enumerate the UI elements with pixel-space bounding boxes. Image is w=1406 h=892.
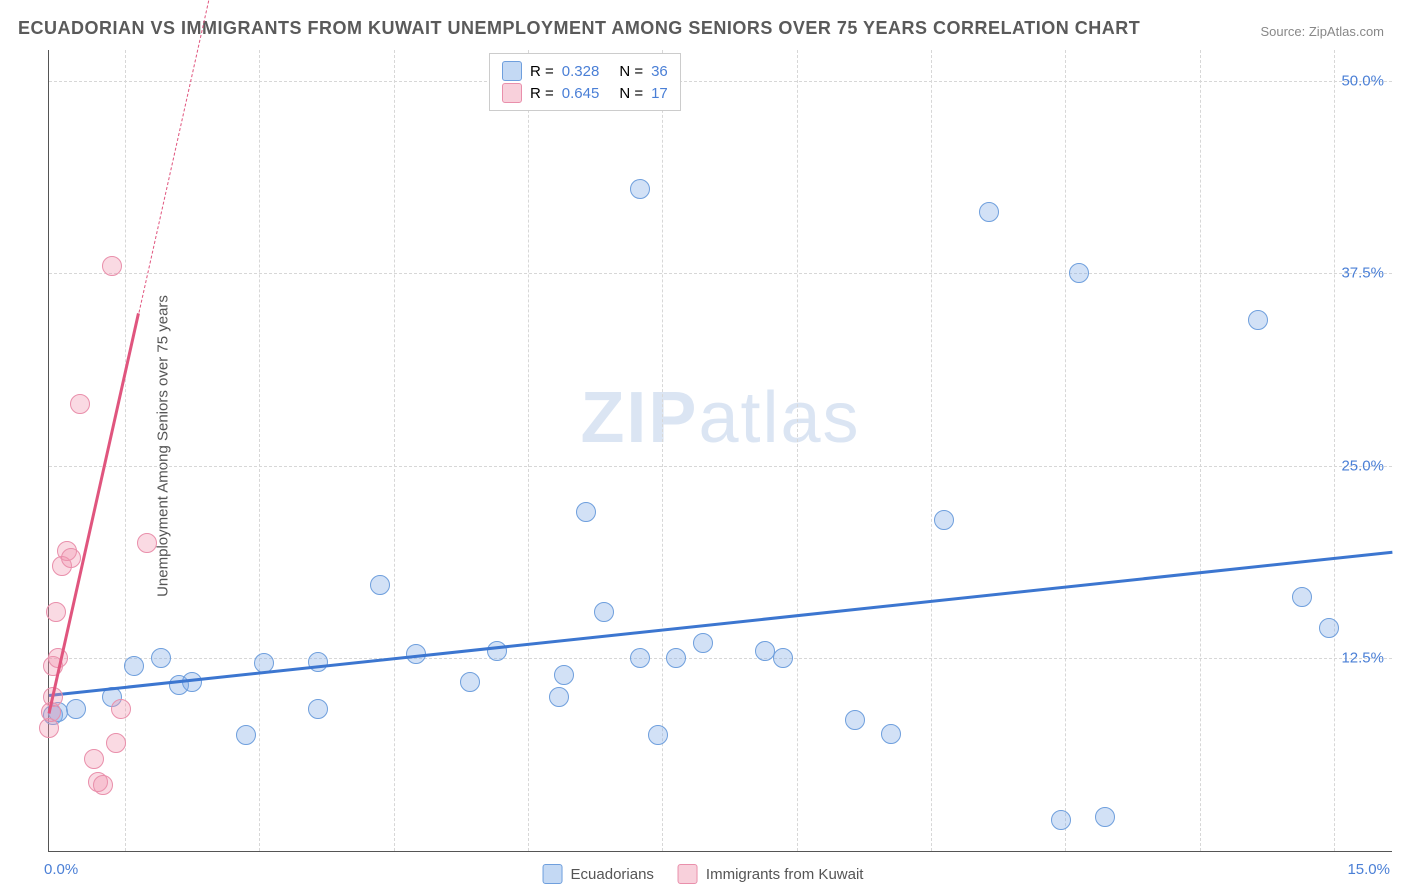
data-point xyxy=(881,724,901,744)
data-point xyxy=(630,179,650,199)
stats-legend-row: R = 0.645 N = 17 xyxy=(502,83,668,103)
data-point xyxy=(693,633,713,653)
gridline-h xyxy=(49,466,1392,467)
r-label: R = xyxy=(530,85,554,102)
y-tick-label: 50.0% xyxy=(1341,72,1384,89)
gridline-v xyxy=(1334,50,1335,851)
chart-title: ECUADORIAN VS IMMIGRANTS FROM KUWAIT UNE… xyxy=(18,18,1140,39)
n-value: 17 xyxy=(651,85,668,102)
data-point xyxy=(308,699,328,719)
gridline-v xyxy=(931,50,932,851)
gridline-v xyxy=(797,50,798,851)
data-point xyxy=(1095,807,1115,827)
r-value: 0.645 xyxy=(562,85,600,102)
data-point xyxy=(124,656,144,676)
data-point xyxy=(102,256,122,276)
r-value: 0.328 xyxy=(562,63,600,80)
data-point xyxy=(648,725,668,745)
data-point xyxy=(66,699,86,719)
n-label: N = xyxy=(619,85,643,102)
gridline-h xyxy=(49,81,1392,82)
legend-swatch xyxy=(678,864,698,884)
data-point xyxy=(1292,587,1312,607)
data-point xyxy=(1319,618,1339,638)
data-point xyxy=(594,602,614,622)
r-label: R = xyxy=(530,63,554,80)
x-axis-max-label: 15.0% xyxy=(1347,861,1390,878)
gridline-v xyxy=(394,50,395,851)
data-point xyxy=(1248,310,1268,330)
trend-line xyxy=(49,551,1392,697)
y-tick-label: 37.5% xyxy=(1341,265,1384,282)
data-point xyxy=(46,602,66,622)
y-tick-label: 25.0% xyxy=(1341,457,1384,474)
data-point xyxy=(773,648,793,668)
x-axis-min-label: 0.0% xyxy=(44,861,78,878)
data-point xyxy=(666,648,686,668)
legend-item: Immigrants from Kuwait xyxy=(678,864,864,884)
gridline-h xyxy=(49,273,1392,274)
data-point xyxy=(61,548,81,568)
gridline-v xyxy=(528,50,529,851)
n-label: N = xyxy=(619,63,643,80)
data-point xyxy=(460,672,480,692)
data-point xyxy=(137,533,157,553)
gridline-h xyxy=(49,658,1392,659)
data-point xyxy=(111,699,131,719)
data-point xyxy=(70,394,90,414)
n-value: 36 xyxy=(651,63,668,80)
data-point xyxy=(84,749,104,769)
gridline-v xyxy=(1200,50,1201,851)
source-attribution: Source: ZipAtlas.com xyxy=(1260,24,1384,39)
data-point xyxy=(487,641,507,661)
data-point xyxy=(549,687,569,707)
data-point xyxy=(630,648,650,668)
data-point xyxy=(370,575,390,595)
data-point xyxy=(845,710,865,730)
data-point xyxy=(93,775,113,795)
legend-swatch xyxy=(543,864,563,884)
legend-label: Ecuadorians xyxy=(571,866,654,883)
stats-legend: R = 0.328 N = 36 R = 0.645 N = 17 xyxy=(489,53,681,111)
gridline-v xyxy=(259,50,260,851)
stats-legend-row: R = 0.328 N = 36 xyxy=(502,61,668,81)
y-tick-label: 12.5% xyxy=(1341,650,1384,667)
data-point xyxy=(151,648,171,668)
data-point xyxy=(236,725,256,745)
data-point xyxy=(979,202,999,222)
legend-swatch xyxy=(502,61,522,81)
data-point xyxy=(934,510,954,530)
trend-line xyxy=(138,0,229,312)
series-legend: Ecuadorians Immigrants from Kuwait xyxy=(543,864,864,884)
legend-swatch xyxy=(502,83,522,103)
data-point xyxy=(106,733,126,753)
data-point xyxy=(1069,263,1089,283)
data-point xyxy=(1051,810,1071,830)
data-point xyxy=(554,665,574,685)
watermark: ZIPatlas xyxy=(580,377,860,459)
chart-plot-area: ZIPatlas 12.5% 25.0% 37.5% 50.0% R = 0.328 N … xyxy=(48,50,1392,852)
gridline-v xyxy=(1065,50,1066,851)
gridline-v xyxy=(125,50,126,851)
trend-line xyxy=(48,313,140,714)
legend-label: Immigrants from Kuwait xyxy=(706,866,864,883)
legend-item: Ecuadorians xyxy=(543,864,654,884)
data-point xyxy=(576,502,596,522)
